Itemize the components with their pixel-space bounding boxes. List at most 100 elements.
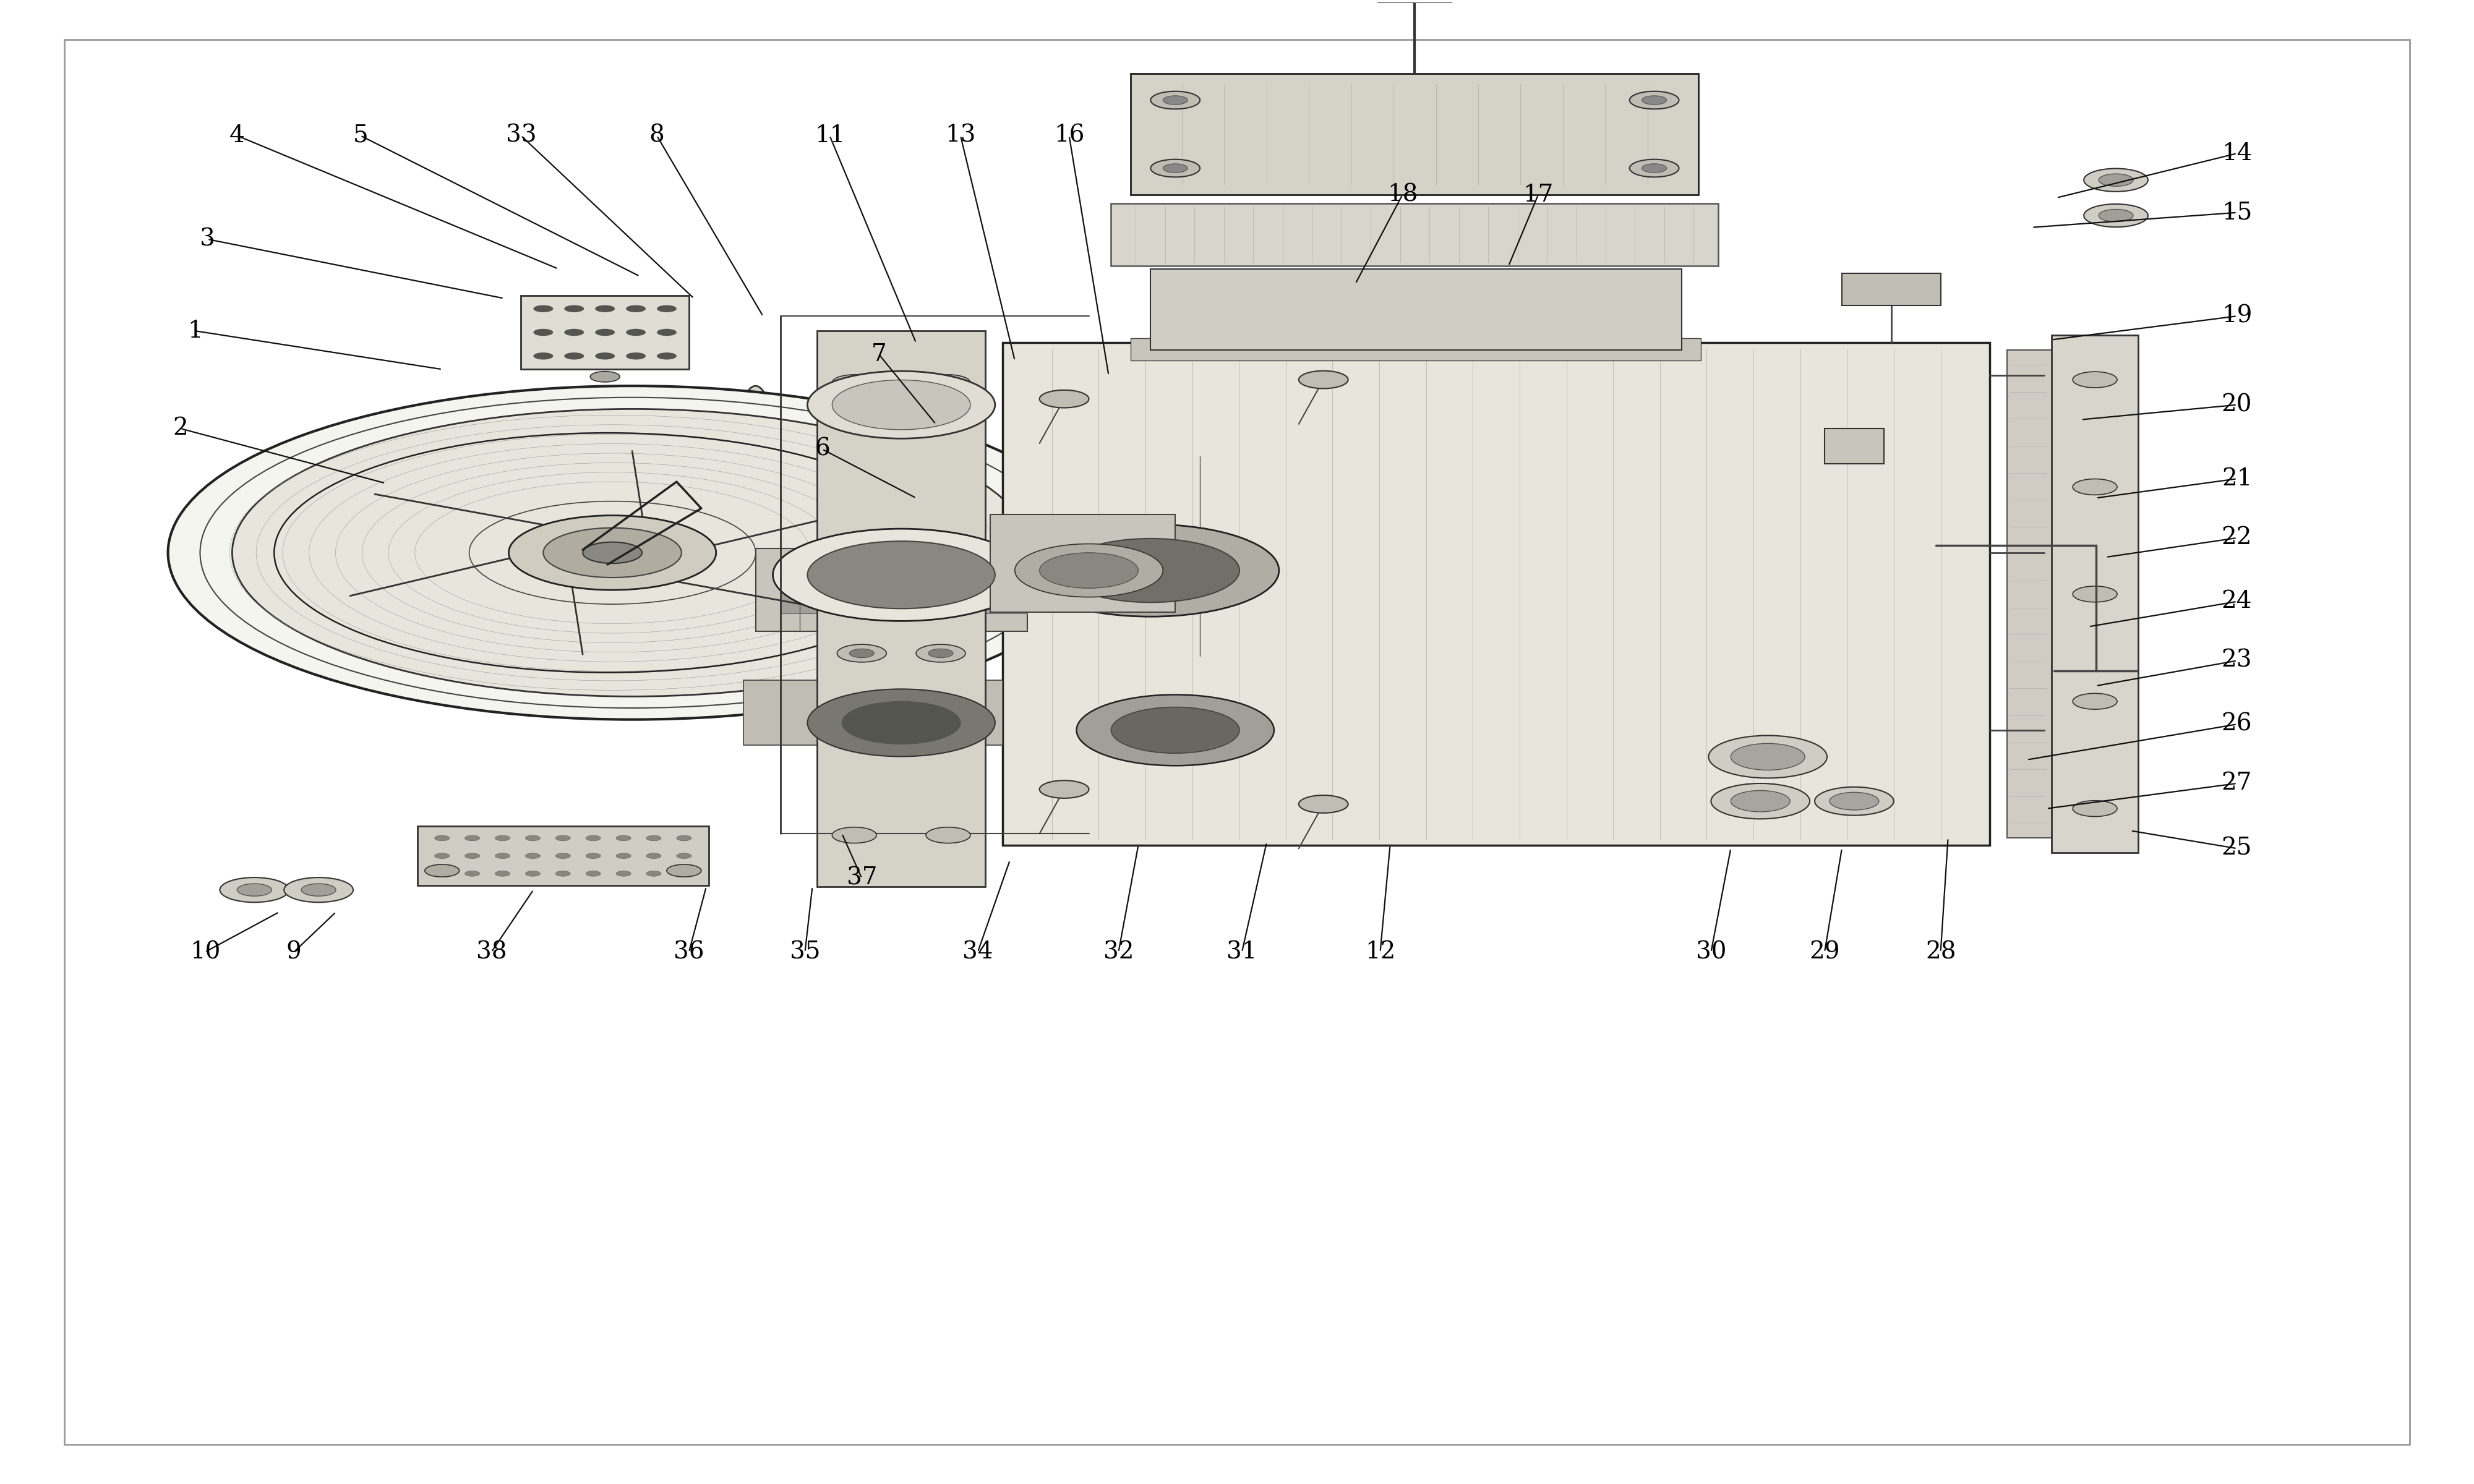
Ellipse shape: [1299, 371, 1348, 389]
Ellipse shape: [1710, 736, 1828, 778]
Ellipse shape: [925, 374, 970, 390]
Ellipse shape: [534, 306, 554, 312]
Ellipse shape: [2098, 209, 2133, 221]
Text: 27: 27: [2222, 772, 2251, 795]
Ellipse shape: [1039, 552, 1138, 588]
Ellipse shape: [656, 306, 675, 312]
Ellipse shape: [2083, 203, 2147, 227]
Text: 20: 20: [2222, 393, 2251, 417]
Ellipse shape: [435, 835, 450, 841]
Ellipse shape: [807, 371, 995, 439]
Text: 9: 9: [287, 941, 302, 963]
Bar: [816, 331, 985, 887]
Ellipse shape: [544, 528, 680, 577]
Text: 21: 21: [2222, 467, 2251, 490]
Text: 10: 10: [190, 941, 220, 963]
Text: 11: 11: [814, 125, 846, 147]
Ellipse shape: [1630, 159, 1680, 177]
Ellipse shape: [168, 386, 1096, 720]
Text: 12: 12: [1366, 941, 1395, 963]
Ellipse shape: [2073, 586, 2118, 603]
Bar: [779, 565, 1027, 613]
Ellipse shape: [1299, 795, 1348, 813]
Text: 29: 29: [1808, 941, 1841, 963]
Ellipse shape: [836, 644, 886, 662]
Ellipse shape: [626, 329, 646, 335]
Ellipse shape: [928, 649, 952, 657]
Text: 14: 14: [2222, 142, 2251, 165]
Ellipse shape: [675, 835, 690, 841]
Text: 24: 24: [2222, 591, 2251, 613]
Ellipse shape: [831, 374, 876, 390]
Ellipse shape: [849, 649, 873, 657]
Ellipse shape: [616, 835, 631, 841]
Ellipse shape: [557, 835, 571, 841]
Ellipse shape: [1630, 92, 1680, 108]
Text: 2: 2: [173, 417, 188, 439]
Ellipse shape: [807, 689, 995, 757]
Ellipse shape: [465, 835, 480, 841]
Text: 3: 3: [200, 227, 215, 251]
Text: 36: 36: [673, 941, 705, 963]
Bar: [1131, 74, 1700, 194]
Ellipse shape: [656, 353, 675, 359]
Ellipse shape: [1712, 784, 1811, 819]
Ellipse shape: [666, 865, 700, 877]
Ellipse shape: [2073, 800, 2118, 816]
Ellipse shape: [596, 353, 616, 359]
Ellipse shape: [2073, 479, 2118, 494]
Text: 18: 18: [1388, 184, 1418, 206]
Text: 17: 17: [1524, 184, 1554, 206]
Ellipse shape: [1831, 792, 1878, 810]
Ellipse shape: [591, 371, 621, 381]
Bar: [1111, 203, 1719, 266]
Ellipse shape: [1150, 159, 1200, 177]
Ellipse shape: [557, 853, 571, 859]
Ellipse shape: [2073, 371, 2118, 387]
Bar: [1826, 429, 1883, 464]
Text: 23: 23: [2222, 649, 2251, 672]
Ellipse shape: [435, 853, 450, 859]
Ellipse shape: [302, 883, 336, 896]
Text: 32: 32: [1103, 941, 1133, 963]
Ellipse shape: [646, 853, 661, 859]
Text: 4: 4: [230, 125, 245, 147]
Ellipse shape: [646, 835, 661, 841]
Ellipse shape: [564, 353, 584, 359]
Text: 5: 5: [354, 125, 369, 147]
Ellipse shape: [1111, 706, 1239, 754]
Text: 34: 34: [962, 941, 992, 963]
Ellipse shape: [557, 871, 571, 876]
Ellipse shape: [831, 380, 970, 430]
Text: 15: 15: [2222, 202, 2251, 224]
Ellipse shape: [1022, 524, 1279, 616]
Ellipse shape: [807, 542, 995, 608]
Text: 26: 26: [2222, 712, 2251, 736]
Ellipse shape: [925, 827, 970, 843]
Ellipse shape: [586, 853, 601, 859]
Bar: [990, 515, 1175, 611]
Bar: [1841, 273, 1940, 306]
Ellipse shape: [465, 871, 480, 876]
Bar: [742, 680, 1002, 745]
Ellipse shape: [220, 877, 289, 902]
Ellipse shape: [233, 410, 1032, 696]
Ellipse shape: [524, 871, 539, 876]
Text: 31: 31: [1227, 941, 1257, 963]
Ellipse shape: [285, 877, 354, 902]
Ellipse shape: [495, 835, 510, 841]
Ellipse shape: [584, 542, 643, 564]
Ellipse shape: [238, 883, 272, 896]
Ellipse shape: [596, 306, 616, 312]
Ellipse shape: [915, 644, 965, 662]
Text: 8: 8: [648, 125, 666, 147]
Text: 13: 13: [945, 125, 975, 147]
Ellipse shape: [435, 871, 450, 876]
Ellipse shape: [2098, 174, 2133, 187]
Ellipse shape: [1076, 695, 1274, 766]
Bar: [1002, 343, 1989, 846]
Bar: [1150, 269, 1682, 350]
Text: 30: 30: [1695, 941, 1727, 963]
Ellipse shape: [1150, 92, 1200, 108]
Ellipse shape: [1061, 539, 1239, 603]
